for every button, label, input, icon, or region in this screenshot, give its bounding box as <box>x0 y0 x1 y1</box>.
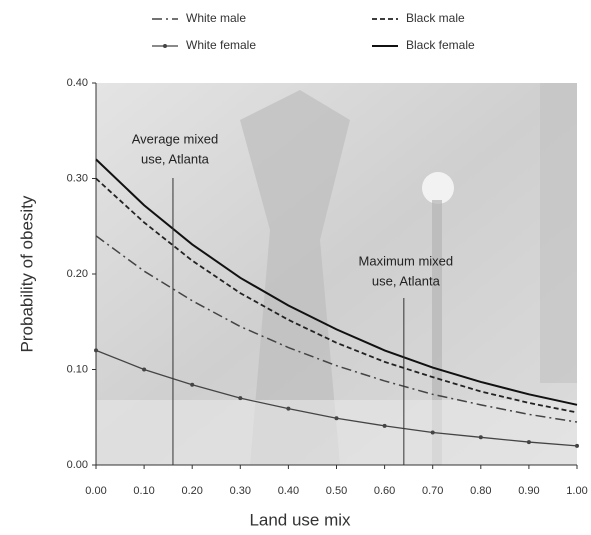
y-tick-label: 0.40 <box>67 77 88 89</box>
annotation-text: use, Atlanta <box>372 273 441 288</box>
x-tick-label: 0.30 <box>230 485 251 497</box>
legend-marker <box>163 44 167 48</box>
marker <box>479 435 483 439</box>
marker <box>575 444 579 448</box>
annotation-text: Maximum mixed <box>359 253 454 268</box>
marker <box>431 431 435 435</box>
x-tick-label: 1.00 <box>566 485 587 497</box>
x-tick-label: 0.40 <box>278 485 299 497</box>
marker <box>94 348 98 352</box>
marker <box>383 424 387 428</box>
marker <box>286 407 290 411</box>
x-tick-label: 0.00 <box>85 485 106 497</box>
marker <box>335 416 339 420</box>
x-tick-label: 0.50 <box>326 485 347 497</box>
legend-label: Black male <box>406 11 465 25</box>
y-tick-label: 0.10 <box>67 363 88 375</box>
y-axis-label: Probability of obesity <box>17 195 36 352</box>
annotation-text: use, Atlanta <box>141 151 210 166</box>
annotation-text: Average mixed <box>132 131 218 146</box>
marker <box>190 383 194 387</box>
y-tick-label: 0.00 <box>67 459 88 471</box>
x-axis-label: Land use mix <box>249 510 351 529</box>
x-tick-label: 0.60 <box>374 485 395 497</box>
marker <box>527 440 531 444</box>
marker <box>238 396 242 400</box>
y-tick-label: 0.20 <box>67 268 88 280</box>
x-tick-label: 0.70 <box>422 485 443 497</box>
marker <box>142 368 146 372</box>
x-tick-label: 0.10 <box>133 485 154 497</box>
y-tick-label: 0.30 <box>67 172 88 184</box>
x-tick-label: 0.90 <box>518 485 539 497</box>
legend-label: White male <box>186 11 246 25</box>
legend-label: White female <box>186 38 256 52</box>
x-tick-label: 0.20 <box>181 485 202 497</box>
legend-label: Black female <box>406 38 475 52</box>
x-tick-label: 0.80 <box>470 485 491 497</box>
chart: Land use mix Probability of obesity 0.00… <box>0 0 591 535</box>
